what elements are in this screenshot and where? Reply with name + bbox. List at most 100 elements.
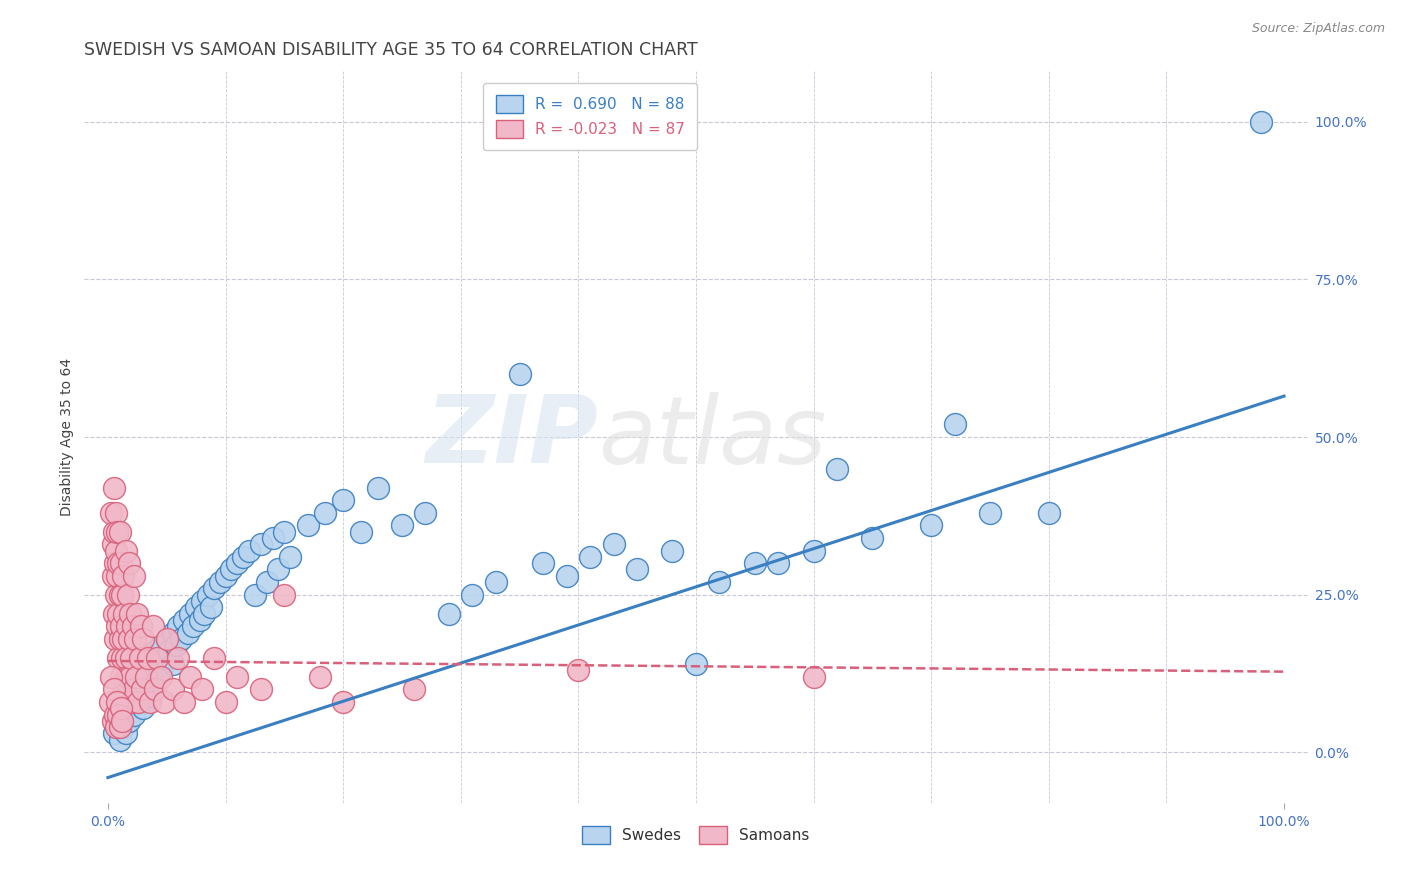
Point: [226, 556, 249, 570]
Point: [685, 657, 707, 671]
Point: [157, 644, 180, 658]
Point: [105, 569, 128, 583]
Point: [531, 556, 554, 570]
Point: [138, 689, 160, 703]
Point: [108, 720, 131, 734]
Point: [111, 714, 134, 728]
Point: [579, 549, 602, 564]
Point: [100, 506, 122, 520]
Point: [120, 670, 142, 684]
Point: [173, 613, 195, 627]
Point: [125, 670, 148, 684]
Point: [143, 676, 166, 690]
Point: [602, 537, 624, 551]
Point: [278, 549, 301, 564]
Point: [167, 650, 190, 665]
Point: [100, 670, 122, 684]
Point: [105, 588, 128, 602]
Text: Source: ZipAtlas.com: Source: ZipAtlas.com: [1251, 22, 1385, 36]
Point: [105, 714, 128, 728]
Point: [167, 619, 190, 633]
Point: [115, 619, 138, 633]
Point: [118, 714, 141, 728]
Point: [803, 670, 825, 684]
Point: [181, 619, 204, 633]
Point: [120, 695, 142, 709]
Point: [860, 531, 883, 545]
Point: [118, 632, 141, 646]
Point: [101, 569, 124, 583]
Point: [127, 657, 149, 671]
Point: [149, 638, 172, 652]
Point: [744, 556, 766, 570]
Point: [135, 682, 157, 697]
Point: [107, 556, 129, 570]
Point: [136, 650, 159, 665]
Point: [110, 701, 132, 715]
Point: [142, 619, 165, 633]
Point: [153, 695, 176, 709]
Point: [124, 632, 146, 646]
Point: [709, 575, 731, 590]
Point: [202, 582, 225, 596]
Point: [111, 650, 134, 665]
Point: [156, 632, 179, 646]
Point: [114, 695, 136, 709]
Point: [1250, 115, 1272, 129]
Point: [108, 588, 131, 602]
Point: [117, 695, 139, 709]
Text: ZIP: ZIP: [425, 391, 598, 483]
Point: [249, 682, 271, 697]
Point: [107, 650, 129, 665]
Point: [111, 588, 134, 602]
Point: [105, 524, 128, 539]
Point: [108, 732, 131, 747]
Point: [485, 575, 508, 590]
Text: atlas: atlas: [598, 392, 827, 483]
Point: [107, 707, 129, 722]
Point: [153, 650, 176, 665]
Point: [262, 531, 284, 545]
Point: [114, 650, 136, 665]
Point: [114, 543, 136, 558]
Point: [120, 650, 142, 665]
Point: [177, 625, 200, 640]
Point: [131, 682, 153, 697]
Point: [509, 367, 531, 381]
Point: [243, 588, 266, 602]
Point: [267, 562, 290, 576]
Point: [193, 607, 215, 621]
Legend: Swedes, Samoans: Swedes, Samoans: [576, 820, 815, 850]
Point: [273, 524, 295, 539]
Point: [129, 619, 152, 633]
Point: [661, 543, 683, 558]
Point: [146, 657, 169, 671]
Point: [108, 524, 131, 539]
Point: [120, 670, 142, 684]
Point: [1038, 506, 1060, 520]
Point: [122, 569, 145, 583]
Point: [149, 664, 172, 678]
Point: [142, 670, 165, 684]
Point: [135, 670, 157, 684]
Point: [943, 417, 966, 432]
Point: [127, 607, 149, 621]
Point: [105, 506, 128, 520]
Point: [110, 619, 132, 633]
Point: [120, 689, 142, 703]
Point: [112, 720, 135, 734]
Point: [297, 518, 319, 533]
Point: [626, 562, 648, 576]
Point: [314, 506, 336, 520]
Point: [768, 556, 790, 570]
Point: [367, 481, 389, 495]
Point: [112, 607, 135, 621]
Point: [179, 670, 201, 684]
Point: [825, 461, 848, 475]
Point: [112, 632, 135, 646]
Point: [200, 600, 222, 615]
Point: [103, 682, 125, 697]
Point: [156, 632, 179, 646]
Point: [179, 607, 201, 621]
Y-axis label: Disability Age 35 to 64: Disability Age 35 to 64: [60, 358, 75, 516]
